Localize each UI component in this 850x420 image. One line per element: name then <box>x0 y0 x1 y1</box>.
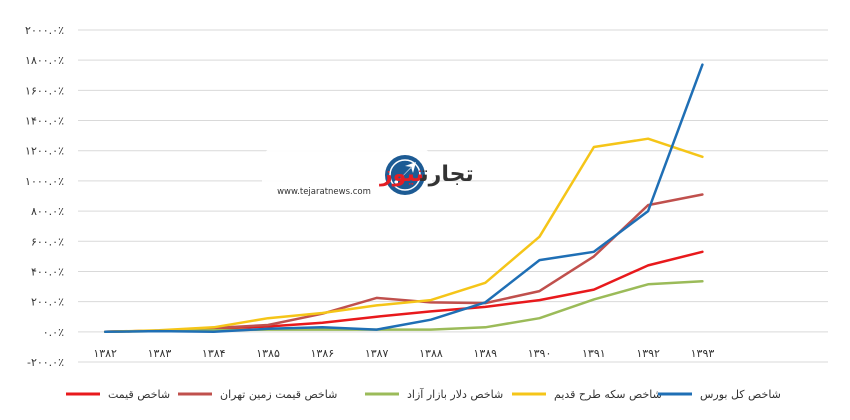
tejarat-news-logo: تجارتنیوز www.tejaratnews.com <box>262 147 474 202</box>
logo-name: تجارتنیوز <box>379 162 474 187</box>
x-tick-label: ۱۳۸۲ <box>93 347 117 360</box>
legend-label: شاخص کل بورس <box>700 388 781 401</box>
y-tick-label: ۱۴۰۰.۰٪ <box>25 115 64 128</box>
y-tick-label: ۸۰۰.۰٪ <box>31 205 64 218</box>
logo-emblem-icon <box>385 155 425 195</box>
series-line <box>103 250 704 334</box>
series-lines <box>103 63 704 334</box>
y-tick-label: ۴۰۰.۰٪ <box>31 265 64 278</box>
x-tick-label: ۱۳۹۲ <box>636 347 660 360</box>
logo-background <box>262 147 432 202</box>
y-tick-label: ۱۶۰۰.۰٪ <box>25 84 64 97</box>
y-tick-label: -۲۰۰.۰٪ <box>27 356 64 369</box>
x-tick-label: ۱۳۸۹ <box>473 347 497 360</box>
y-tick-label: ۰.۰٪ <box>43 326 64 339</box>
y-tick-label: ۲۰۰۰.۰٪ <box>25 24 64 37</box>
logo-name-part1: تجارت <box>419 162 473 187</box>
legend: شاخص قیمت شاخص قیمت زمین تهران شاخص دلار ب… <box>66 387 781 401</box>
x-tick-label: ۱۳۹۳ <box>691 347 715 360</box>
logo-url: www.tejaratnews.com <box>277 187 371 197</box>
legend-label: شاخص سکه طرح قدیم <box>554 388 662 401</box>
x-tick-label: ۱۳۸۶ <box>311 347 335 360</box>
legend-label: شاخص قیمت زمین تهران <box>220 388 337 401</box>
legend-label: شاخص دلار بازار آزاد <box>407 387 503 401</box>
y-tick-label: ۲۰۰.۰٪ <box>31 296 64 309</box>
x-tick-label: ۱۳۸۸ <box>419 347 443 360</box>
logo-name-part2: نیوز <box>379 162 425 187</box>
x-axis-tick-labels: ۱۳۸۲ ۱۳۸۳ ۱۳۸۴ ۱۳۸۵ ۱۳۸۶ ۱۳۸۷ ۱۳۸۸ ۱۳۸۹ ۱۳۹۰ ۱۳۹۱… <box>93 347 714 360</box>
series-line <box>103 63 704 334</box>
y-tick-label: ۱۰۰۰.۰٪ <box>25 175 64 188</box>
series-line <box>103 137 704 334</box>
y-axis-tick-labels: -۲۰۰.۰٪ ۰.۰٪ ۲۰۰.۰٪ ۴۰۰.۰٪ ۶۰۰.۰٪ ۸۰۰.۰٪ ۱۰۰۰.… <box>25 24 64 369</box>
legend-label: شاخص قیمت <box>108 388 170 401</box>
x-tick-label: ۱۳۸۷ <box>365 347 389 360</box>
x-tick-label: ۱۳۸۴ <box>202 347 226 360</box>
x-tick-label: ۱۳۹۰ <box>528 347 552 360</box>
y-tick-label: ۱۸۰۰.۰٪ <box>25 54 64 67</box>
series-line <box>103 193 704 334</box>
x-tick-label: ۱۳۸۵ <box>256 347 280 360</box>
y-tick-label: ۶۰۰.۰٪ <box>31 235 64 248</box>
y-tick-label: ۱۲۰۰.۰٪ <box>25 145 64 158</box>
x-tick-label: ۱۳۹۱ <box>582 347 606 360</box>
x-tick-label: ۱۳۸۳ <box>148 347 172 360</box>
